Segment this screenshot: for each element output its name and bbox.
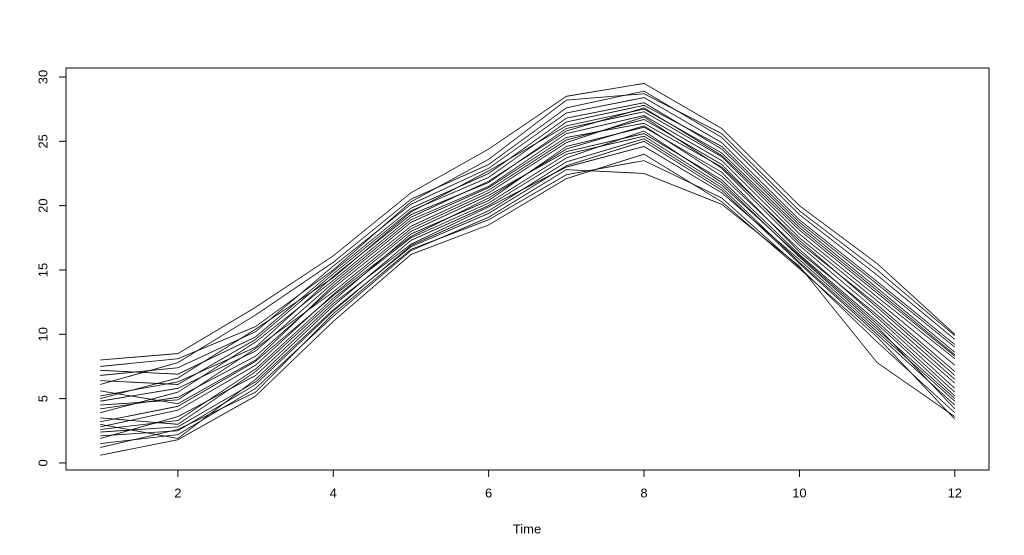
- y-tick-label: 25: [35, 134, 50, 148]
- series-line: [100, 130, 956, 439]
- y-tick-label: 10: [35, 327, 50, 341]
- series-line: [100, 119, 956, 410]
- series-line: [100, 102, 956, 375]
- series-line: [100, 169, 956, 445]
- x-tick-label: 10: [792, 485, 806, 500]
- series-line: [100, 93, 956, 367]
- plot-frame: [65, 67, 990, 471]
- x-tick-label: 6: [485, 485, 492, 500]
- series-line: [100, 107, 956, 414]
- x-tick-label: 12: [948, 485, 962, 500]
- series-line: [100, 126, 956, 425]
- series-line: [100, 90, 956, 385]
- series-line: [100, 115, 956, 402]
- x-tick-label: 8: [640, 485, 647, 500]
- series-line: [100, 125, 956, 423]
- series-line: [100, 83, 956, 361]
- series-line: [100, 140, 956, 433]
- y-tick-label: 0: [35, 459, 50, 466]
- x-tick-label: 2: [174, 485, 181, 500]
- series-line: [100, 135, 956, 430]
- series-line: [100, 97, 956, 376]
- y-tick-label: 5: [35, 395, 50, 402]
- x-axis-label: Time: [513, 521, 541, 536]
- y-tick-label: 15: [35, 263, 50, 277]
- series-line: [100, 122, 956, 405]
- series-line: [100, 104, 956, 385]
- series-line: [100, 153, 956, 456]
- series-line: [100, 160, 956, 448]
- series-line: [100, 146, 956, 439]
- x-tick-label: 4: [330, 485, 337, 500]
- series-line: [100, 116, 956, 406]
- y-tick-label: 30: [35, 70, 50, 84]
- series-line: [100, 133, 956, 428]
- series-line: [100, 138, 956, 437]
- series-line: [100, 111, 956, 397]
- series-line: [100, 108, 956, 399]
- y-tick-label: 20: [35, 198, 50, 212]
